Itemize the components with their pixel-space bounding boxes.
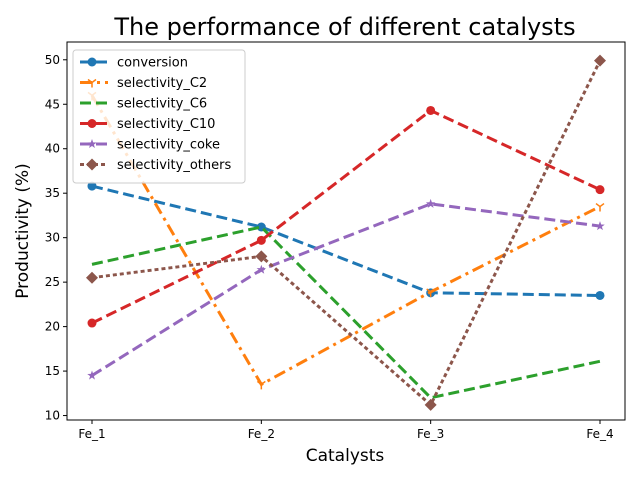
y-tick-label: 50 xyxy=(45,53,60,67)
series-line xyxy=(91,225,601,400)
chart-title: The performance of different catalysts xyxy=(113,13,575,41)
data-point xyxy=(87,181,97,191)
legend-entry: selectivity_C2 xyxy=(80,76,207,91)
legend-label: selectivity_coke xyxy=(117,138,220,153)
data-point xyxy=(595,202,605,212)
data-point xyxy=(595,185,605,195)
series-line xyxy=(91,60,602,408)
data-point xyxy=(256,380,266,390)
y-tick-label: 25 xyxy=(45,275,60,289)
legend-marker xyxy=(87,139,97,149)
y-tick-label: 20 xyxy=(45,320,60,334)
x-tick-label: Fe_2 xyxy=(248,427,275,441)
legend: conversion selectivity_C2 selectivity_C6se… xyxy=(72,49,246,184)
legend-label: selectivity_others xyxy=(117,158,231,173)
y-tick-label: 15 xyxy=(45,364,60,378)
y-tick-label: 40 xyxy=(45,142,60,156)
data-point xyxy=(255,250,268,263)
data-point xyxy=(595,221,605,231)
legend-label: selectivity_C2 xyxy=(117,76,207,91)
data-point xyxy=(594,54,606,67)
data-point xyxy=(256,235,266,245)
data-point xyxy=(595,290,605,300)
data-point xyxy=(426,105,436,115)
data-point xyxy=(424,398,437,411)
legend-entry: selectivity_C6 xyxy=(80,97,207,112)
legend-entry: selectivity_others xyxy=(80,158,231,173)
x-axis-label: Catalysts xyxy=(306,446,385,466)
data-point xyxy=(426,288,436,297)
data-point xyxy=(256,264,267,274)
series-selectivity_others xyxy=(86,54,606,411)
legend-box xyxy=(72,49,246,184)
legend-entry: selectivity_C10 xyxy=(80,117,215,132)
legend-label: selectivity_C10 xyxy=(117,117,215,132)
legend-entry: selectivity_coke xyxy=(80,138,220,153)
series-line xyxy=(90,94,601,387)
y-axis-label: Productivity (%) xyxy=(13,163,33,299)
y-tick-label: 10 xyxy=(45,409,60,423)
legend-marker xyxy=(87,57,97,67)
series-conversion xyxy=(87,181,605,300)
series-selectivity_C6 xyxy=(91,225,601,400)
series-selectivity_C2 xyxy=(87,91,605,390)
data-point xyxy=(86,271,98,284)
legend-entry: conversion xyxy=(80,56,188,71)
series-line xyxy=(91,184,601,297)
series-line xyxy=(91,202,601,377)
series-selectivity_coke xyxy=(87,198,605,380)
y-tick-label: 45 xyxy=(45,97,60,111)
legend-marker xyxy=(87,78,97,88)
y-tick-label: 30 xyxy=(45,231,60,245)
x-tick-label: Fe_3 xyxy=(417,427,444,441)
x-tick-label: Fe_1 xyxy=(78,427,105,441)
series-selectivity_C10 xyxy=(87,105,605,328)
series-line xyxy=(91,108,601,325)
legend-marker xyxy=(87,119,97,128)
plot-frame xyxy=(66,41,626,421)
y-tick-label: 35 xyxy=(45,186,60,200)
x-tick-label: Fe_4 xyxy=(586,427,613,441)
data-point xyxy=(87,318,97,328)
legend-marker xyxy=(86,158,98,171)
legend-label: selectivity_C6 xyxy=(117,97,207,112)
data-point xyxy=(87,370,97,380)
legend-label: conversion xyxy=(117,56,188,71)
data-point xyxy=(425,198,436,208)
